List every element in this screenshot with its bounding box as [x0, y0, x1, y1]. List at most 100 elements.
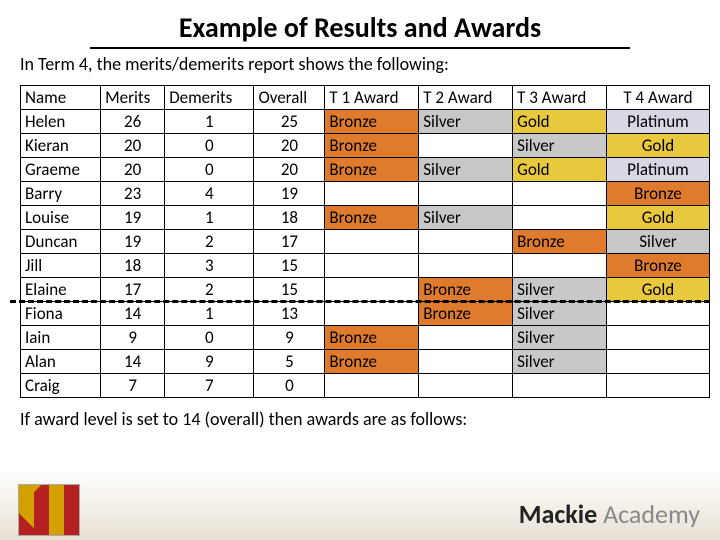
- cell-demerits: 1: [165, 110, 254, 134]
- cell-t3: Gold: [513, 110, 607, 134]
- cell-t4: [606, 326, 709, 350]
- cell-demerits: 4: [165, 182, 254, 206]
- col-name: Name: [21, 86, 101, 110]
- cell-t1: Bronze: [325, 350, 419, 374]
- cell-overall: 5: [254, 350, 325, 374]
- cell-t3: [513, 206, 607, 230]
- cell-name: Graeme: [21, 158, 101, 182]
- col-t3: T 3 Award: [513, 86, 607, 110]
- cell-t1: Bronze: [325, 206, 419, 230]
- cell-t2: [419, 350, 513, 374]
- cell-demerits: 2: [165, 230, 254, 254]
- footer-text: Mackie Academy: [519, 498, 700, 530]
- cell-overall: 15: [254, 278, 325, 302]
- cell-merits: 7: [101, 374, 165, 398]
- cell-t3: Silver: [513, 134, 607, 158]
- cell-overall: 13: [254, 302, 325, 326]
- cell-t4: Gold: [606, 134, 709, 158]
- cell-name: Louise: [21, 206, 101, 230]
- school-logo-icon: [18, 484, 80, 536]
- col-t1: T 1 Award: [325, 86, 419, 110]
- cell-demerits: 7: [165, 374, 254, 398]
- col-t4: T 4 Award: [606, 86, 709, 110]
- table-wrap: NameMeritsDemeritsOverallT 1 AwardT 2 Aw…: [0, 81, 720, 398]
- cell-t2: [419, 374, 513, 398]
- cell-t1: [325, 302, 419, 326]
- cell-t3: Silver: [513, 302, 607, 326]
- cell-merits: 23: [101, 182, 165, 206]
- intro-text: In Term 4, the merits/demerits report sh…: [0, 53, 720, 81]
- cell-merits: 18: [101, 254, 165, 278]
- cell-t2: Bronze: [419, 302, 513, 326]
- cell-overall: 20: [254, 134, 325, 158]
- footer: Mackie Academy: [0, 470, 720, 540]
- footer-bold: Mackie: [519, 498, 597, 530]
- cell-t1: [325, 374, 419, 398]
- table-row: Barry23419 Bronze: [21, 182, 710, 206]
- cell-overall: 19: [254, 182, 325, 206]
- cell-t4: Bronze: [606, 182, 709, 206]
- cell-t4: Silver: [606, 230, 709, 254]
- table-row: Elaine17215BronzeSilverGold: [21, 278, 710, 302]
- cell-demerits: 1: [165, 302, 254, 326]
- cell-t4: Platinum: [606, 110, 709, 134]
- table-row: Fiona14113 BronzeSilver: [21, 302, 710, 326]
- cell-t3: Bronze: [513, 230, 607, 254]
- table-row: Alan1495BronzeSilver: [21, 350, 710, 374]
- cell-demerits: 0: [165, 158, 254, 182]
- cell-demerits: 2: [165, 278, 254, 302]
- table-row: Graeme20020BronzeSilverGoldPlatinum: [21, 158, 710, 182]
- cell-t1: Bronze: [325, 110, 419, 134]
- cell-t1: [325, 182, 419, 206]
- cell-name: Fiona: [21, 302, 101, 326]
- cell-name: Iain: [21, 326, 101, 350]
- cell-demerits: 9: [165, 350, 254, 374]
- results-table: NameMeritsDemeritsOverallT 1 AwardT 2 Aw…: [20, 85, 710, 398]
- cell-name: Helen: [21, 110, 101, 134]
- cell-t4: [606, 374, 709, 398]
- col-merits: Merits: [101, 86, 165, 110]
- table-row: Duncan19217BronzeSilver: [21, 230, 710, 254]
- table-header-row: NameMeritsDemeritsOverallT 1 AwardT 2 Aw…: [21, 86, 710, 110]
- cell-t3: [513, 254, 607, 278]
- cell-t2: [419, 134, 513, 158]
- footer-light: Academy: [597, 498, 700, 530]
- cell-merits: 20: [101, 134, 165, 158]
- cell-t4: [606, 350, 709, 374]
- col-t2: T 2 Award: [419, 86, 513, 110]
- cell-name: Elaine: [21, 278, 101, 302]
- cell-t2: [419, 230, 513, 254]
- cell-t1: [325, 278, 419, 302]
- cell-demerits: 3: [165, 254, 254, 278]
- threshold-line: [10, 300, 710, 303]
- col-overall: Overall: [254, 86, 325, 110]
- cell-overall: 17: [254, 230, 325, 254]
- table-row: Helen26125BronzeSilverGoldPlatinum: [21, 110, 710, 134]
- table-row: Iain909BronzeSilver: [21, 326, 710, 350]
- cell-t4: [606, 302, 709, 326]
- cell-name: Barry: [21, 182, 101, 206]
- cell-overall: 18: [254, 206, 325, 230]
- cell-t3: [513, 374, 607, 398]
- cell-overall: 9: [254, 326, 325, 350]
- cell-t2: Silver: [419, 206, 513, 230]
- page-title: Example of Results and Awards: [0, 0, 720, 47]
- cell-t4: Gold: [606, 206, 709, 230]
- cell-merits: 17: [101, 278, 165, 302]
- cell-t1: [325, 230, 419, 254]
- cell-name: Craig: [21, 374, 101, 398]
- cell-t4: Platinum: [606, 158, 709, 182]
- cell-t1: Bronze: [325, 326, 419, 350]
- cell-t3: Silver: [513, 350, 607, 374]
- cell-t2: [419, 326, 513, 350]
- table-row: Louise19118BronzeSilverGold: [21, 206, 710, 230]
- cell-overall: 25: [254, 110, 325, 134]
- cell-t1: [325, 254, 419, 278]
- cell-merits: 14: [101, 302, 165, 326]
- cell-t2: Silver: [419, 110, 513, 134]
- cell-overall: 0: [254, 374, 325, 398]
- cell-t2: Bronze: [419, 278, 513, 302]
- cell-t1: Bronze: [325, 134, 419, 158]
- cell-merits: 26: [101, 110, 165, 134]
- cell-merits: 20: [101, 158, 165, 182]
